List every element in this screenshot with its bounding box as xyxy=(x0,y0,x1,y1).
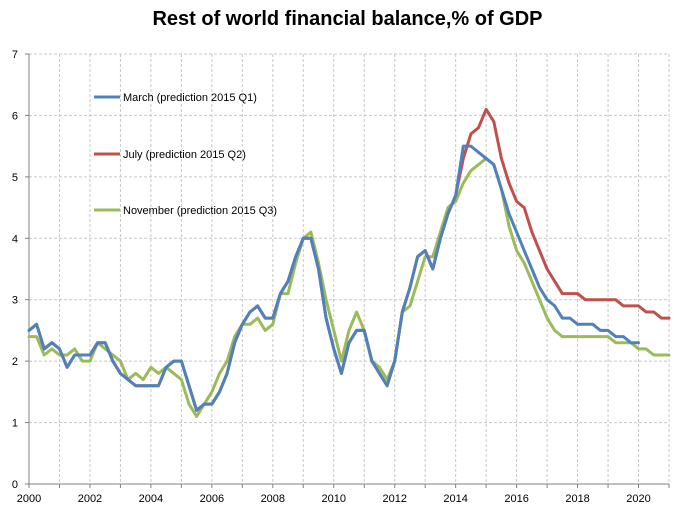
axes: 0 1 2 3 4 5 6 7 2000 2002 2004 2006 2008 2010 2012 2014… xyxy=(12,49,670,505)
y-tick-label: 5 xyxy=(12,172,18,184)
legend-label-november: November (prediction 2015 Q3) xyxy=(123,205,277,217)
series-lines xyxy=(27,107,671,418)
x-tick-label: 2002 xyxy=(78,493,102,505)
chart-title: Rest of world financial balance,% of GDP xyxy=(152,8,543,30)
series-line-march xyxy=(27,144,640,412)
y-tick-label: 2 xyxy=(12,356,18,368)
x-tick-label: 2006 xyxy=(200,493,224,505)
x-tick-label: 2010 xyxy=(322,493,346,505)
gridlines xyxy=(29,53,670,484)
x-tick-label: 2012 xyxy=(382,493,406,505)
y-tick-label: 7 xyxy=(12,49,18,61)
legend: March (prediction 2015 Q1) July (predicti… xyxy=(94,92,277,217)
x-tick-label: 2016 xyxy=(504,493,528,505)
x-tick-label: 2000 xyxy=(17,493,41,505)
series-line-november xyxy=(27,156,671,418)
y-tick-label: 0 xyxy=(12,479,18,491)
y-tick-label: 1 xyxy=(12,418,18,430)
y-tick-label: 3 xyxy=(12,295,18,307)
x-tick-label: 2018 xyxy=(565,493,589,505)
legend-label-march: March (prediction 2015 Q1) xyxy=(123,92,257,104)
x-tick-label: 2014 xyxy=(443,493,467,505)
y-tick-label: 6 xyxy=(12,110,18,122)
x-tick-label: 2004 xyxy=(139,493,163,505)
x-tick-label: 2020 xyxy=(626,493,650,505)
x-tick-label: 2008 xyxy=(261,493,285,505)
legend-label-july: July (prediction 2015 Q2) xyxy=(123,149,246,161)
y-tick-label: 4 xyxy=(12,233,18,245)
